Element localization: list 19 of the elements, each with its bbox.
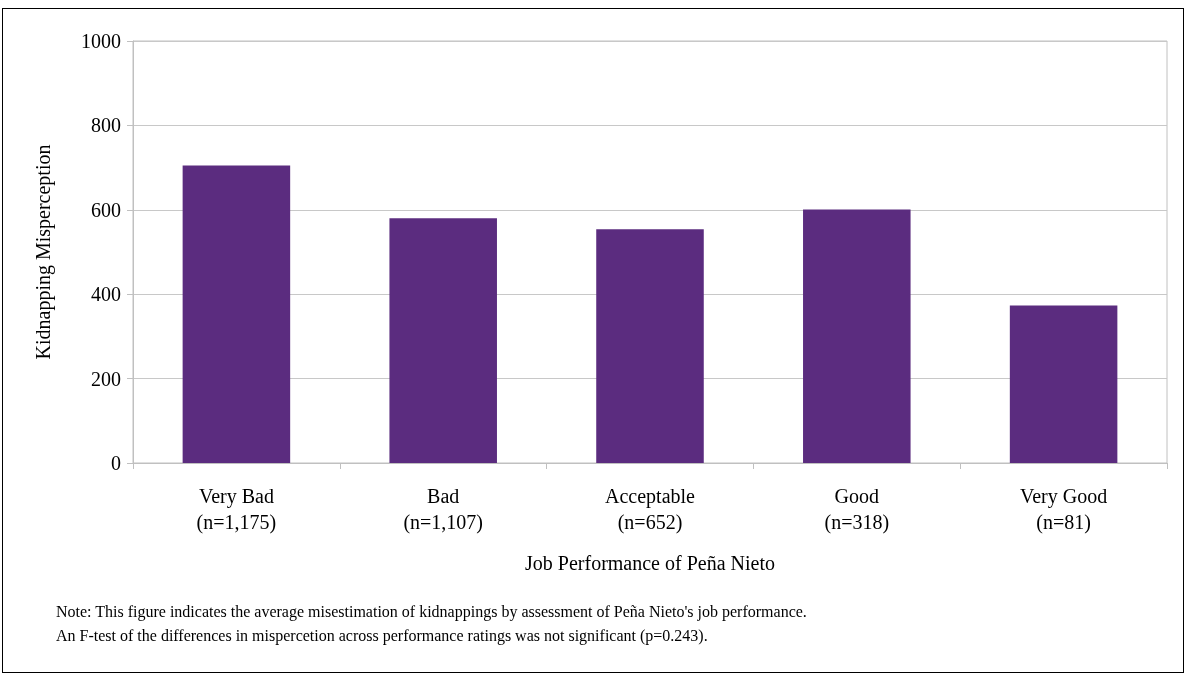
x-tick-label: Good (n=318) — [824, 485, 890, 534]
y-tick-label: 0 — [111, 452, 121, 474]
text: Note: This figure indicates the average misestimation of kidnappings by assessment of Peña Nieto's job performance. An F-test of the differences in mispercetion across performance ratings was not significant (p=0.243). — [56, 602, 807, 645]
y-axis-title: Kidnapping Misperception — [32, 144, 55, 360]
x-tick-label: Very Bad (n=1,175) — [196, 485, 277, 534]
y-tick-label: 800 — [91, 114, 121, 137]
x-axis-title: Job Performance of Peña Nieto — [525, 552, 775, 574]
x-tick-label: Acceptable (n=652) — [605, 485, 696, 534]
y-tick-label: 1000 — [81, 30, 121, 52]
y-tick-label: 200 — [91, 367, 121, 390]
bar — [803, 209, 911, 463]
bar — [389, 218, 497, 463]
x-tick-label: Very Good (n=81) — [1019, 485, 1108, 534]
bar — [182, 165, 291, 463]
y-tick-label: 400 — [91, 283, 121, 306]
y-tick-label: 600 — [91, 198, 121, 221]
x-tick-label: Bad (n=1,107) — [403, 485, 483, 534]
bar — [596, 229, 704, 463]
bar — [1009, 305, 1118, 463]
